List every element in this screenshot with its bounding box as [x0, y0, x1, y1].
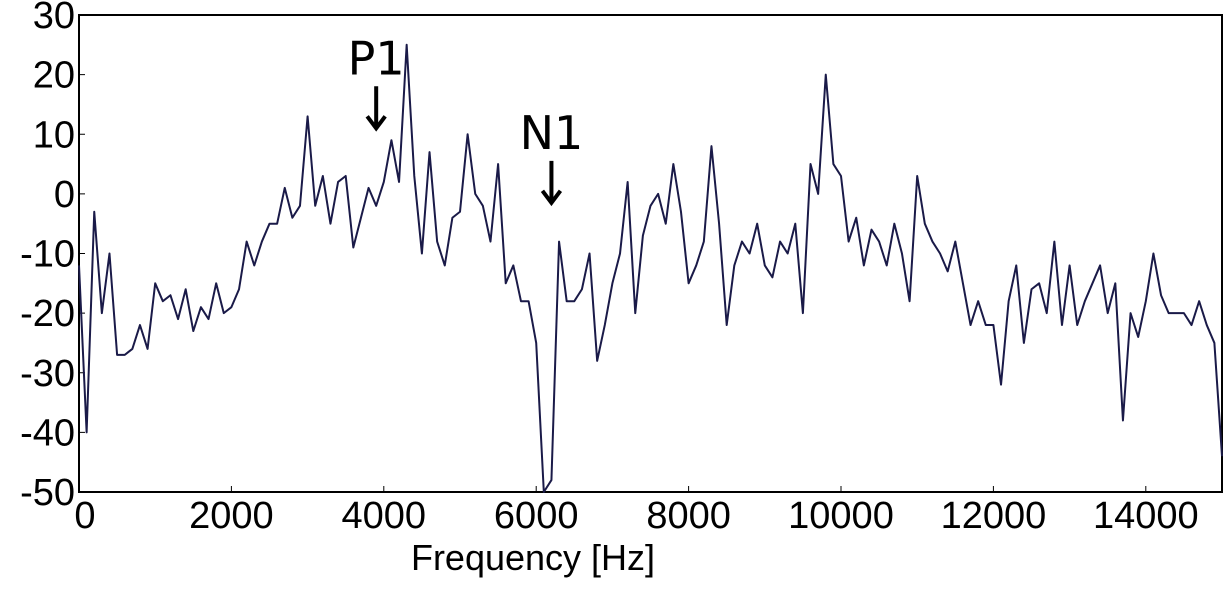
y-tick-label: 0 — [54, 174, 75, 216]
x-axis-label: Frequency [Hz] — [411, 537, 655, 578]
x-tick-label: 8000 — [646, 495, 731, 537]
data-line — [78, 43, 1223, 493]
annotation-arrow — [540, 160, 563, 207]
y-tick-label: -50 — [20, 472, 75, 514]
x-tick-label: 12000 — [941, 495, 1047, 537]
y-tick-label: -10 — [20, 234, 75, 276]
y-tick-label: -20 — [20, 293, 75, 335]
y-tick-label: 30 — [33, 0, 75, 37]
y-tick-label: -40 — [20, 412, 75, 454]
annotation-arrow — [365, 86, 387, 132]
y-tick-label: 20 — [33, 55, 75, 97]
x-tick-label: 10000 — [788, 495, 894, 537]
x-tick-label: 2000 — [189, 495, 274, 537]
annotation-label: N1 — [520, 106, 584, 160]
annotation-label: P1 — [348, 31, 405, 85]
x-tick-label: 14000 — [1093, 495, 1199, 537]
y-tick-label: 10 — [33, 114, 75, 156]
y-tick-label: -30 — [20, 353, 75, 395]
x-tick-label: 6000 — [494, 495, 579, 537]
x-tick-label: 0 — [74, 495, 95, 537]
x-tick-label: 4000 — [342, 495, 427, 537]
